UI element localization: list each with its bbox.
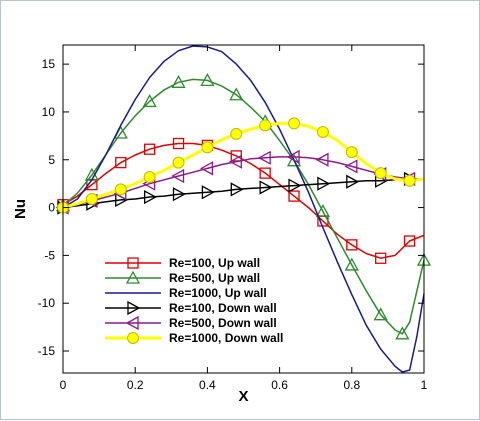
data-point: [114, 183, 127, 196]
series-3: [62, 45, 425, 373]
series-6: [57, 117, 425, 214]
y-tick-label: 10: [42, 105, 56, 119]
legend-label: Re=100, Down wall: [169, 301, 277, 315]
data-point: [115, 156, 127, 169]
data-point: [172, 156, 185, 169]
data-point: [200, 161, 214, 176]
data-point: [257, 150, 271, 165]
legend-entry-5: Re=500, Down wall: [105, 315, 277, 331]
legend-marker: [125, 270, 141, 284]
y-tick-label: 0: [48, 201, 55, 215]
legend-marker: [127, 332, 139, 344]
data-point: [344, 257, 359, 271]
data-point: [171, 74, 186, 88]
data-point: [373, 307, 388, 321]
legend-marker: [127, 300, 141, 316]
legend-label: Re=1000, Down wall: [169, 331, 283, 345]
data-point: [286, 153, 302, 167]
data-point: [346, 239, 358, 251]
series-line: [62, 45, 425, 373]
data-point: [395, 326, 410, 340]
data-point: [230, 182, 244, 197]
series-layer: [55, 45, 432, 373]
legend-entry-6: Re=1000, Down wall: [105, 331, 283, 345]
legend-entry-1: Re=100, Up wall: [105, 256, 260, 270]
legend-entry-3: Re=1000, Up wall: [105, 286, 267, 300]
data-point: [201, 185, 215, 200]
y-tick-label: 15: [42, 57, 56, 71]
data-point: [344, 159, 358, 174]
data-point: [259, 119, 272, 132]
x-tick-label: 0.4: [199, 378, 216, 392]
data-point: [315, 204, 331, 218]
legend-label: Re=500, Up wall: [169, 271, 260, 285]
data-point: [201, 141, 214, 154]
data-point: [288, 178, 302, 193]
data-point: [200, 73, 215, 87]
axes-layer: 0 0.2 0.4 0.6 0.8 1 -15 -10 -5 0 5 10 15: [38, 45, 428, 392]
data-point: [286, 149, 300, 164]
series-2: [55, 73, 432, 340]
legend-marker: [125, 315, 139, 331]
y-tick-label: 5: [48, 153, 55, 167]
data-point: [288, 117, 301, 130]
legend-entry-4: Re=100, Down wall: [105, 300, 277, 316]
legend-label: Re=100, Up wall: [169, 256, 260, 270]
data-point: [345, 146, 358, 159]
data-point: [171, 168, 185, 184]
data-point: [374, 167, 387, 180]
data-point: [85, 192, 98, 205]
data-point: [142, 94, 157, 108]
data-point: [228, 154, 242, 169]
data-point: [315, 152, 329, 167]
data-point: [259, 167, 271, 179]
data-point: [230, 127, 243, 140]
y-axis-label: Nu: [12, 199, 29, 219]
x-tick-label: 0.2: [127, 378, 144, 392]
legend-label: Re=1000, Up wall: [169, 286, 267, 300]
x-tick-label: 0: [60, 378, 67, 392]
y-tick-label: -5: [44, 248, 55, 262]
data-point: [375, 252, 387, 264]
data-point: [143, 189, 157, 205]
legend-entry-2: Re=500, Up wall: [105, 270, 260, 285]
x-axis-label: X: [238, 388, 248, 405]
data-point: [317, 176, 331, 191]
data-point: [229, 87, 244, 101]
plot-frame: [62, 44, 425, 374]
series-line: [62, 178, 424, 209]
series-4: [57, 171, 424, 215]
series-5: [55, 149, 424, 215]
data-point: [143, 170, 156, 183]
data-point: [403, 174, 416, 187]
x-tick-label: 1: [421, 378, 428, 392]
data-point: [172, 137, 185, 150]
data-point: [403, 235, 416, 247]
data-point: [259, 180, 273, 195]
x-tick-label: 0.6: [271, 378, 288, 392]
data-point: [143, 143, 156, 155]
y-tick-label: -10: [38, 296, 56, 310]
y-tick-label: -15: [38, 344, 56, 358]
data-point: [288, 190, 300, 202]
data-point: [316, 126, 329, 139]
series-line: [62, 78, 425, 335]
data-point: [346, 174, 360, 189]
legend-label: Re=500, Down wall: [169, 316, 277, 330]
legend-marker: [127, 257, 139, 269]
data-point: [172, 187, 186, 202]
x-tick-label: 0.8: [343, 378, 360, 392]
